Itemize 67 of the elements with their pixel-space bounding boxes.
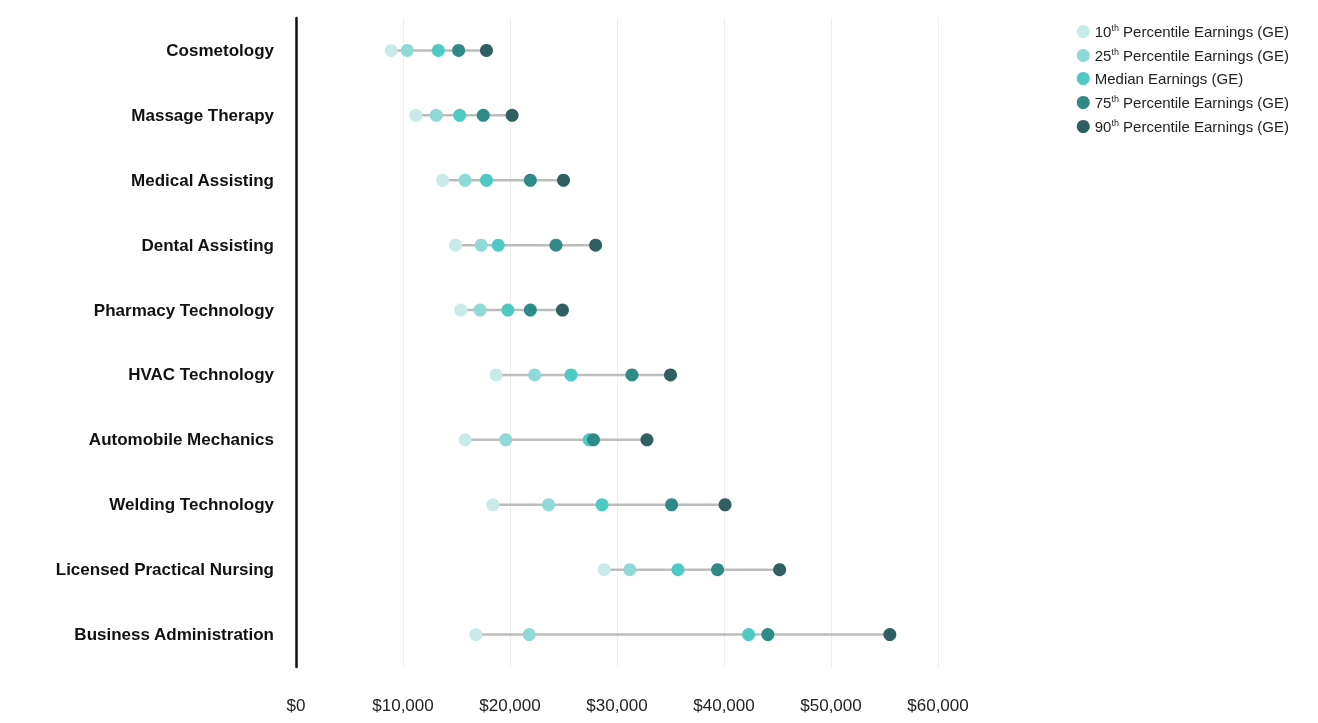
- point: [452, 43, 466, 57]
- y-tick-label: Welding Technology: [109, 495, 275, 515]
- point: [595, 498, 609, 512]
- point: [773, 563, 787, 577]
- point: [469, 628, 483, 642]
- point: [742, 628, 756, 642]
- point: [671, 563, 685, 577]
- y-tick-label: Cosmetology: [166, 40, 275, 60]
- point: [883, 628, 897, 642]
- point: [436, 173, 450, 187]
- point: [549, 238, 563, 252]
- y-tick-label: Pharmacy Technology: [93, 300, 275, 320]
- y-tick-label: HVAC Technology: [128, 365, 275, 385]
- point: [523, 303, 537, 317]
- x-tick-label: $50,000: [800, 696, 862, 715]
- point: [409, 108, 423, 122]
- point: [479, 43, 493, 57]
- x-tick-label: $30,000: [586, 696, 648, 715]
- point: [474, 238, 488, 252]
- y-tick-label: Massage Therapy: [131, 105, 275, 125]
- point: [479, 173, 493, 187]
- point: [640, 433, 654, 447]
- point: [664, 368, 677, 382]
- y-tick-label: Licensed Practical Nursing: [55, 560, 274, 580]
- point: [523, 173, 537, 187]
- point: [528, 368, 542, 382]
- point: [665, 498, 679, 512]
- point: [453, 108, 467, 122]
- point: [564, 368, 578, 382]
- point: [491, 238, 505, 252]
- point: [489, 368, 503, 382]
- x-tick-label: $60,000: [907, 696, 969, 715]
- point: [473, 303, 487, 317]
- point: [431, 43, 445, 57]
- x-tick-label: $40,000: [693, 696, 755, 715]
- point: [589, 238, 603, 252]
- x-tick-label: $20,000: [479, 696, 541, 715]
- point: [499, 433, 513, 447]
- point: [501, 303, 515, 317]
- point: [718, 498, 732, 512]
- point: [711, 563, 725, 577]
- y-tick-label: Dental Assisting: [141, 235, 274, 255]
- x-tick-label: $0: [286, 696, 306, 715]
- legend-label: Median Earnings (GE): [1094, 70, 1244, 87]
- point: [429, 108, 443, 122]
- point: [522, 628, 536, 642]
- point: [458, 433, 472, 447]
- y-tick-label: Medical Assisting: [131, 170, 274, 190]
- point: [542, 498, 556, 512]
- point: [384, 43, 398, 57]
- point: [625, 368, 639, 382]
- point: [454, 303, 468, 317]
- point: [458, 173, 472, 187]
- point: [761, 628, 775, 642]
- point: [557, 173, 570, 187]
- point: [400, 43, 414, 57]
- point: [623, 563, 637, 577]
- x-tick-label: $10,000: [372, 696, 434, 715]
- point: [486, 498, 500, 512]
- point: [586, 433, 600, 447]
- point: [448, 238, 462, 252]
- y-tick-label: Business Administration: [74, 625, 274, 645]
- point: [597, 563, 611, 577]
- y-tick-label: Automobile Mechanics: [88, 430, 274, 450]
- point: [505, 108, 519, 122]
- point: [476, 108, 490, 122]
- point: [555, 303, 569, 317]
